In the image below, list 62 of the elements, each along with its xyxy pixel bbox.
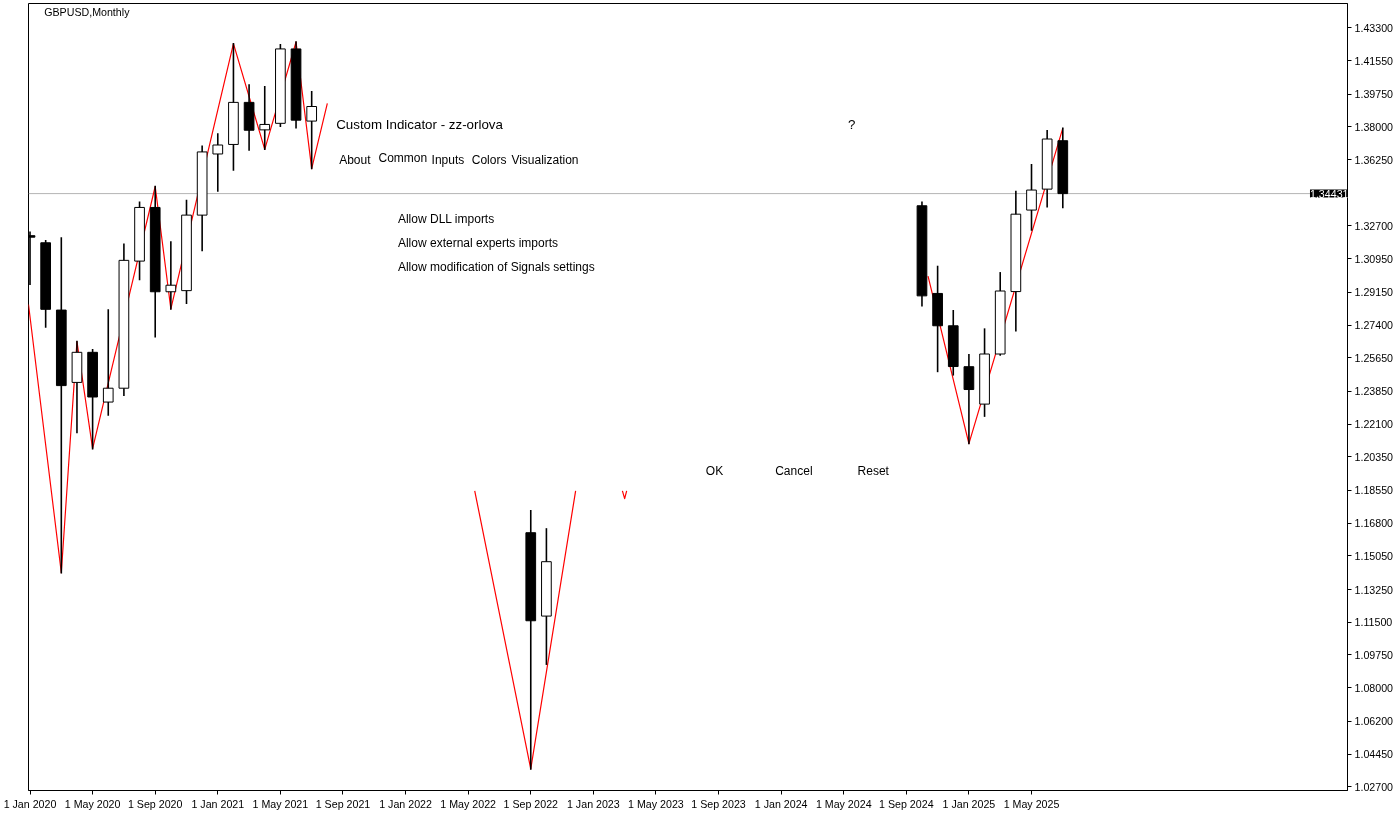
annotation: Inputs [431, 152, 465, 167]
candlestick [306, 91, 318, 170]
x-tick-label: 1 Jan 2024 [754, 797, 808, 810]
candlestick [259, 86, 271, 151]
annotation: Allow external experts imports [397, 235, 559, 250]
candlestick [212, 133, 224, 192]
x-tick-label: 1 Jan 2020 [3, 797, 57, 810]
y-tick-label: 1.23850 [1354, 385, 1394, 398]
annotation: Visualization [511, 152, 579, 167]
annotation: OK [705, 463, 724, 478]
candlestick [165, 241, 177, 310]
y-tick-label: 1.16800 [1354, 517, 1394, 530]
y-tick-label: 1.30950 [1354, 252, 1394, 265]
x-tick-label: 1 Sep 2021 [315, 797, 371, 810]
candlestick [102, 309, 114, 416]
y-tick-label: 1.08000 [1354, 681, 1394, 694]
ref-line-label: 1.34431 [1309, 187, 1349, 200]
x-tick-label: 1 May 2023 [628, 797, 684, 810]
annotation: Cancel [775, 463, 813, 478]
x-tick-label: 1 May 2020 [64, 797, 121, 810]
y-tick-label: 1.06200 [1354, 715, 1394, 728]
annotation: Common [378, 150, 428, 165]
annotation: Allow DLL imports [397, 211, 495, 226]
y-tick-label: 1.15050 [1354, 549, 1394, 562]
y-tick-label: 1.04450 [1354, 748, 1394, 761]
x-tick-label: 1 May 2021 [252, 797, 309, 810]
x-tick-label: 1 Jan 2023 [566, 797, 620, 810]
y-tick-label: 1.41550 [1354, 54, 1394, 67]
y-tick-label: 1.25650 [1354, 351, 1394, 364]
x-tick-label: 1 Jan 2022 [379, 797, 433, 810]
y-tick-label: 1.09750 [1354, 648, 1394, 661]
y-tick-label: 1.38000 [1354, 120, 1394, 133]
annotation: Reset [857, 463, 890, 478]
y-tick-label: 1.27400 [1354, 319, 1394, 332]
annotation: About [339, 152, 372, 167]
x-tick-label: 1 Sep 2022 [503, 797, 559, 810]
annotation: ? [847, 117, 856, 132]
annotation: Allow modification of Signals settings [397, 259, 595, 274]
x-tick-label: 1 May 2024 [815, 797, 872, 810]
y-tick-label: 1.29150 [1354, 286, 1394, 299]
x-tick-label: 1 May 2022 [440, 797, 497, 810]
y-tick-label: 1.32700 [1354, 219, 1394, 232]
x-tick-label: 1 May 2025 [1003, 797, 1060, 810]
y-tick-label: 1.11500 [1354, 616, 1393, 629]
x-tick-label: 1 Sep 2020 [127, 797, 183, 810]
annotation: Custom Indicator - zz-orlova [336, 117, 504, 132]
y-tick-label: 1.36250 [1354, 153, 1394, 166]
y-tick-label: 1.02700 [1354, 780, 1394, 793]
x-tick-label: 1 Sep 2024 [879, 797, 934, 810]
x-tick-label: 1 Sep 2023 [691, 797, 746, 810]
x-tick-label: 1 Jan 2025 [942, 797, 996, 810]
y-tick-label: 1.43300 [1354, 21, 1394, 34]
annotation: Colors [471, 152, 507, 167]
y-tick-label: 1.18550 [1354, 484, 1394, 497]
y-tick-label: 1.13250 [1354, 583, 1394, 596]
x-tick-label: 1 Jan 2021 [191, 797, 245, 810]
candlestick [963, 353, 975, 445]
chart-title: GBPUSD,Monthly [44, 5, 131, 18]
y-tick-label: 1.22100 [1354, 418, 1394, 431]
candlestick [1026, 164, 1037, 231]
y-tick-label: 1.39750 [1354, 88, 1394, 101]
y-tick-label: 1.20350 [1354, 450, 1394, 463]
